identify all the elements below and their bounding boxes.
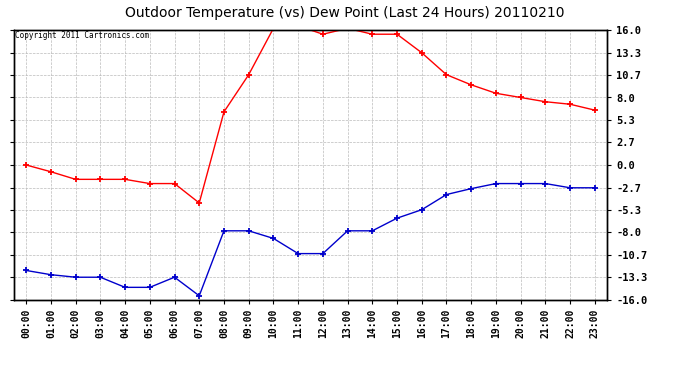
Text: Outdoor Temperature (vs) Dew Point (Last 24 Hours) 20110210: Outdoor Temperature (vs) Dew Point (Last… — [126, 6, 564, 20]
Text: Copyright 2011 Cartronics.com: Copyright 2011 Cartronics.com — [15, 32, 149, 40]
